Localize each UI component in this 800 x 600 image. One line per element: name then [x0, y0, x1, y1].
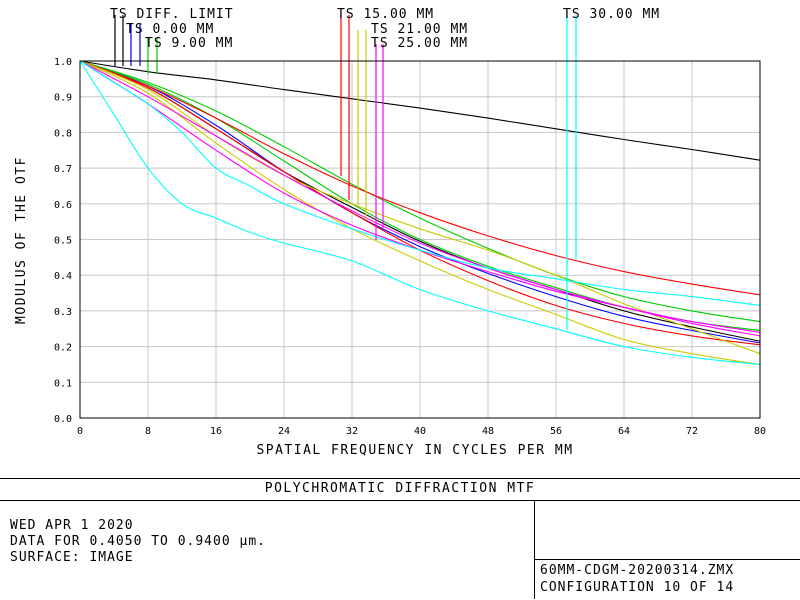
- legend-label: TS 0.00 MM: [126, 22, 214, 37]
- axis-ticks: 0 8 16 24 32 40 48 56 64 72 80 0.0 0.1 0.2 0.3 0.4 0.5 0.…: [54, 57, 766, 437]
- y-tick-label: 0.8: [54, 128, 72, 139]
- x-tick-label: 48: [482, 426, 494, 437]
- y-tick-label: 1.0: [54, 57, 72, 68]
- x-tick-label: 0: [77, 426, 83, 437]
- x-tick-label: 72: [686, 426, 698, 437]
- mtf-curve: [79, 60, 761, 344]
- info-left: WED APR 1 2020 DATA FOR 0.4050 TO 0.9400 …: [10, 518, 266, 566]
- legend-label: TS 9.00 MM: [145, 36, 233, 51]
- legend-label: TS DIFF. LIMIT: [110, 7, 234, 22]
- x-tick-label: 16: [210, 426, 222, 437]
- legend-label: TS 30.00 MM: [563, 7, 660, 22]
- y-tick-label: 0.5: [54, 236, 72, 247]
- x-tick-label: 56: [550, 426, 562, 437]
- info-date: WED APR 1 2020: [10, 518, 134, 533]
- mtf-plot: 0 8 16 24 32 40 48 56 64 72 80 0.0 0.1 0.2 0.3 0.4 0.5 0.…: [14, 7, 766, 458]
- y-tick-label: 0.2: [54, 343, 72, 354]
- x-tick-label: 80: [754, 426, 766, 437]
- x-axis-label: SPATIAL FREQUENCY IN CYCLES PER MM: [256, 443, 573, 458]
- info-panel: [0, 478, 800, 600]
- info-data-range: DATA FOR 0.4050 TO 0.9400 µm.: [10, 534, 266, 549]
- legend-label: TS 25.00 MM: [371, 36, 468, 51]
- y-axis-label: MODULUS OF THE OTF: [14, 156, 29, 324]
- info-right: 60MM-CDGM-20200314.ZMX CONFIGURATION 10 O…: [540, 562, 734, 596]
- y-tick-label: 0.3: [54, 307, 72, 318]
- plot-frame: [79, 60, 761, 419]
- x-tick-label: 64: [618, 426, 630, 437]
- x-tick-label: 40: [414, 426, 426, 437]
- info-configuration: CONFIGURATION 10 OF 14: [540, 580, 735, 595]
- y-tick-label: 0.1: [54, 378, 72, 389]
- info-divider-vertical: [534, 500, 535, 599]
- info-filename: 60MM-CDGM-20200314.ZMX: [540, 563, 735, 578]
- y-tick-label: 0.0: [54, 414, 72, 425]
- x-tick-label: 8: [145, 426, 151, 437]
- chart-title: POLYCHROMATIC DIFFRACTION MTF: [0, 478, 800, 501]
- y-tick-label: 0.6: [54, 200, 72, 211]
- mtf-curve: [79, 60, 761, 307]
- mtf-curve: [79, 60, 761, 365]
- legend-label: TS 15.00 MM: [337, 7, 434, 22]
- y-tick-label: 0.7: [54, 164, 72, 175]
- legend-label: TS 21.00 MM: [371, 22, 468, 37]
- info-divider-horizontal: [534, 559, 800, 560]
- mtf-curve: [79, 60, 761, 161]
- mtf-curve: [79, 60, 761, 296]
- y-tick-label: 0.4: [54, 271, 72, 282]
- y-tick-label: 0.9: [54, 93, 72, 104]
- mtf-curve: [79, 60, 761, 365]
- info-surface: SURFACE: IMAGE: [10, 550, 134, 565]
- mtf-curve: [79, 60, 761, 323]
- x-tick-label: 24: [278, 426, 290, 437]
- x-tick-label: 32: [346, 426, 358, 437]
- mtf-curves: [79, 60, 761, 365]
